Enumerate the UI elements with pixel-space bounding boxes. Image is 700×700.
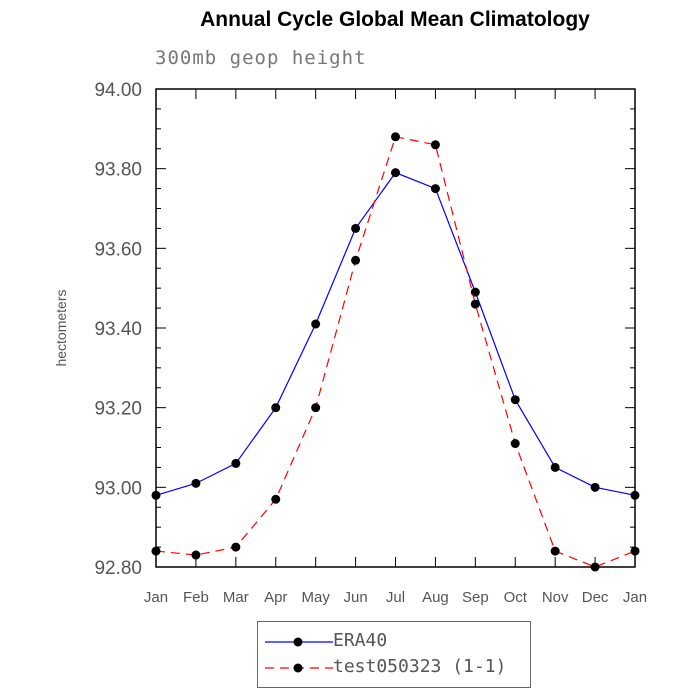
x-tick-label: Jun bbox=[343, 589, 367, 606]
x-tick-label: Sep bbox=[462, 589, 489, 606]
x-tick-label: Jan bbox=[144, 589, 168, 606]
x-tick-label: Aug bbox=[422, 589, 449, 606]
series-1-point bbox=[391, 132, 400, 142]
y-tick-label: 93.20 bbox=[94, 399, 142, 420]
legend: ERA40 test050323 (1-1) bbox=[257, 621, 531, 688]
series-1-point bbox=[191, 550, 201, 560]
legend-swatch-era40 bbox=[265, 637, 333, 647]
x-tick-label: Jan bbox=[623, 589, 647, 606]
series-line-0 bbox=[155, 171, 636, 496]
legend-item-era40: ERA40 bbox=[258, 629, 530, 655]
series-0-point bbox=[271, 403, 281, 413]
x-tick-label: Nov bbox=[542, 589, 569, 606]
series-0-point bbox=[391, 168, 400, 178]
plot-frame bbox=[155, 88, 636, 568]
x-tick-label: Oct bbox=[504, 589, 528, 606]
y-axis-label: hectometers bbox=[53, 289, 69, 366]
y-tick-label: 93.60 bbox=[94, 239, 142, 260]
y-tick-label: 93.40 bbox=[94, 319, 142, 340]
series-1-point bbox=[311, 403, 321, 413]
series-1-point bbox=[151, 546, 161, 556]
series-0-point bbox=[430, 184, 440, 194]
series-0-point bbox=[630, 490, 640, 500]
series-0-point bbox=[151, 490, 161, 500]
series-1-point bbox=[630, 546, 640, 556]
series-1-point bbox=[590, 562, 600, 572]
series-0-point bbox=[470, 287, 480, 297]
series-1-point bbox=[271, 494, 281, 504]
y-tick-label: 93.80 bbox=[94, 160, 142, 181]
series-0-point bbox=[191, 478, 201, 488]
series-1-point bbox=[351, 255, 361, 265]
series-0-point bbox=[231, 458, 241, 468]
x-tick-label: Feb bbox=[183, 589, 209, 606]
legend-swatch-test bbox=[265, 663, 333, 673]
series-0-point bbox=[351, 223, 361, 233]
y-tick-label: 94.00 bbox=[94, 80, 142, 101]
series-0-point bbox=[590, 482, 600, 492]
chart-subtitle: 300mb geop height bbox=[155, 47, 367, 69]
series-0-point bbox=[550, 462, 560, 472]
chart-title: Annual Cycle Global Mean Climatology bbox=[200, 8, 590, 31]
legend-label-test: test050323 (1-1) bbox=[333, 656, 507, 677]
x-tick-label: Apr bbox=[264, 589, 287, 606]
x-tick-label: Jul bbox=[386, 589, 405, 606]
series-0-point bbox=[510, 395, 520, 405]
series-1-point bbox=[430, 140, 440, 150]
y-tick-label: 92.80 bbox=[94, 558, 142, 579]
series-line-1 bbox=[155, 136, 636, 568]
x-tick-label: Mar bbox=[223, 589, 249, 606]
legend-item-test: test050323 (1-1) bbox=[258, 655, 530, 681]
series-1-point bbox=[231, 542, 241, 552]
x-tick-label: May bbox=[301, 589, 330, 606]
x-tick-label: Dec bbox=[582, 589, 609, 606]
y-tick-label: 93.00 bbox=[94, 478, 142, 499]
series-1-point bbox=[510, 439, 520, 449]
series-0-point bbox=[311, 319, 321, 329]
series-1-point bbox=[550, 546, 560, 556]
series-1-point bbox=[470, 299, 480, 309]
legend-label-era40: ERA40 bbox=[333, 630, 388, 651]
